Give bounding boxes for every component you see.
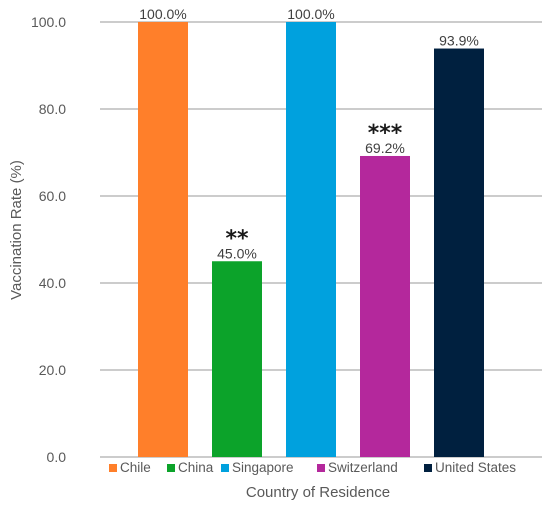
legend-item: Switzerland bbox=[317, 460, 398, 475]
bar-chile bbox=[138, 22, 188, 457]
legend-label: United States bbox=[435, 460, 516, 475]
legend-label: Chile bbox=[120, 460, 151, 475]
legend-swatch bbox=[221, 464, 229, 472]
legend-item: Singapore bbox=[221, 460, 294, 475]
legend-swatch bbox=[167, 464, 175, 472]
data-label: 69.2% bbox=[365, 140, 405, 156]
y-tick-label: 20.0 bbox=[39, 362, 66, 378]
legend-swatch bbox=[109, 464, 117, 472]
bar-switzerland bbox=[360, 155, 410, 458]
legend-swatch bbox=[424, 464, 432, 472]
legend-label: Singapore bbox=[232, 460, 294, 475]
legend: Chile China Singapore Switzerland United Sta… bbox=[109, 460, 516, 475]
data-label: 45.0% bbox=[217, 245, 257, 261]
legend-item: Chile bbox=[109, 460, 151, 475]
y-tick-label: 40.0 bbox=[39, 275, 66, 291]
data-label: 100.0% bbox=[287, 6, 334, 22]
legend-label: Switzerland bbox=[328, 460, 398, 475]
legend-item: United States bbox=[424, 460, 516, 475]
bar-china bbox=[212, 261, 262, 457]
y-axis-ticks: 0.0 20.0 40.0 60.0 80.0 100.0 bbox=[31, 14, 66, 465]
bar-united-states bbox=[434, 48, 484, 457]
legend-label: China bbox=[178, 460, 214, 475]
significance-stars: ** bbox=[225, 226, 249, 251]
legend-swatch bbox=[317, 464, 325, 472]
y-tick-label: 100.0 bbox=[31, 14, 66, 30]
significance-annotations: ***** bbox=[225, 121, 402, 251]
y-tick-label: 0.0 bbox=[47, 449, 67, 465]
bars bbox=[138, 22, 484, 458]
y-tick-label: 80.0 bbox=[39, 101, 66, 117]
y-axis-title: Vaccination Rate (%) bbox=[8, 160, 25, 300]
data-labels: 100.0% 45.0% 100.0% 69.2% 93.9% bbox=[139, 6, 479, 261]
data-label: 100.0% bbox=[139, 6, 186, 22]
significance-stars: *** bbox=[368, 121, 403, 146]
x-axis-title: Country of Residence bbox=[246, 484, 390, 501]
legend-item: China bbox=[167, 460, 214, 475]
data-label: 93.9% bbox=[439, 33, 479, 49]
y-tick-label: 60.0 bbox=[39, 188, 66, 204]
bar-singapore bbox=[286, 22, 336, 457]
